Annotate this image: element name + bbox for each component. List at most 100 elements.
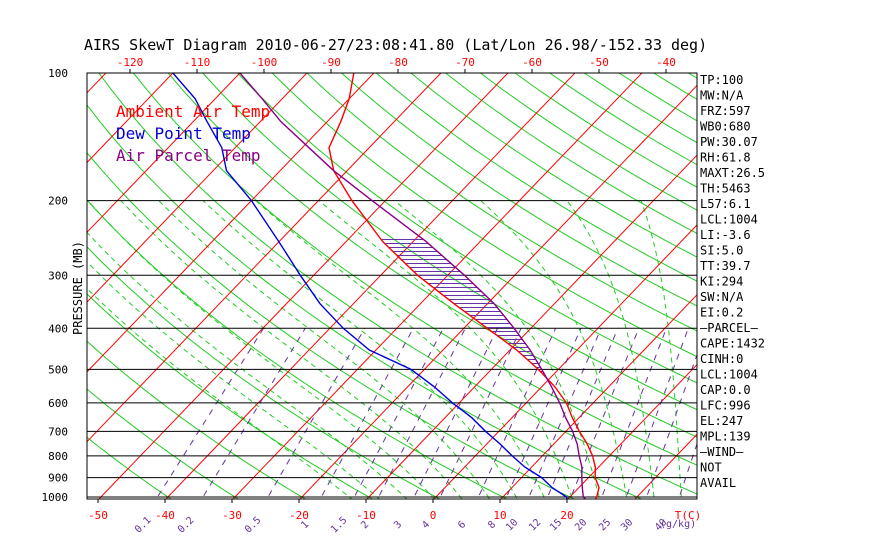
index-entry: CINH:0 [700,352,743,366]
isotherm [232,73,643,499]
mixing-ratio-label: 0.5 [243,515,264,536]
index-entry: TT:39.7 [700,259,751,273]
mixing-ratio-label: 3 [392,519,404,531]
mixing-ratio-label: 1.5 [329,515,350,536]
dry-adiabat [445,73,697,234]
y-axis-label: PRESSURE (MB) [71,241,85,335]
dry-adiabat [375,73,697,282]
dry-adiabat [87,151,576,499]
index-entry: LCL:1004 [700,368,758,382]
index-entry: PW:30.07 [700,135,758,149]
isotherm [87,73,442,443]
mixing-ratio-line [527,328,602,499]
mixing-ratio-line [438,328,522,499]
plot-frame [86,72,698,500]
index-entry: WB0:680 [700,120,751,134]
mixing-ratio-line [319,328,414,499]
top-temp-tick-label: -110 [184,56,211,69]
dry-adiabat [410,73,697,258]
top-temp-tick-label: -70 [455,56,475,69]
isotherm [98,73,509,499]
index-entry: AVAIL [700,476,736,490]
top-temp-tick-label: -50 [589,56,609,69]
index-entry: MAXT:26.5 [700,166,765,180]
dry-adiabat [87,388,240,499]
legend: Ambient Air Temp Dew Point Temp Air Parcel… [116,102,270,165]
series-air-parcel-temp [239,73,587,499]
bottom-temp-tick-label: -50 [88,509,108,522]
index-entry: KI:294 [700,275,743,289]
cape-hatch [381,239,546,377]
bottom-temp-tick-label: -20 [289,509,309,522]
moist-adiabat [87,200,436,499]
mixing-ratio-line [600,328,667,499]
pressure-tick-label: 1000 [42,491,69,504]
isotherm [762,32,870,506]
bottom-temp-tick-label: -30 [222,509,242,522]
index-entry: SI:5.0 [700,244,743,258]
index-entry: EI:0.2 [700,306,743,320]
top-temp-tick-label: -40 [656,56,676,69]
moist-adiabat [255,200,546,499]
mixing-ratio-line [412,328,498,499]
moist-adiabat [640,200,682,499]
isotherm [366,154,697,499]
mixing-ratio-line [266,328,366,499]
moist-adiabat [120,200,463,499]
dry-adiabat [341,73,697,307]
top-temp-tick-label: -90 [321,56,341,69]
pressure-tick-label: 700 [48,425,68,438]
mixing-ratio-label: 0.1 [133,515,154,536]
index-entry: FRZ:597 [700,104,751,118]
index-entry: MPL:139 [700,430,751,444]
index-entry: CAP:0.0 [700,383,751,397]
mixing-ratio-label: 0.2 [176,515,197,536]
moist-adiabat [87,231,408,499]
top-temp-tick-label: -80 [388,56,408,69]
bottom-temp-tick-label: -40 [155,509,175,522]
legend-entry: Dew Point Temp [116,124,251,143]
mixing-ratio-line [476,328,557,499]
isotherm [87,73,241,234]
dry-adiabat [87,436,172,499]
index-entry: EL:247 [700,414,743,428]
moist-adiabat [318,200,573,499]
index-entry: LCL:1004 [700,213,758,227]
index-entry: CAPE:1432 [700,337,765,351]
series-ambient-air-temp [328,73,600,499]
isotherm [0,32,11,506]
pressure-tick-label: 300 [48,269,68,282]
dry-adiabat [167,73,697,438]
dry-adiabat [87,293,374,499]
moist-adiabat [566,200,655,499]
moist-adiabat [87,287,353,499]
index-entry: TP:100 [700,73,743,87]
isotherm [87,73,174,164]
top-temp-tick-label: -120 [117,56,144,69]
bottom-temp-tick-label: 0 [430,509,437,522]
moist-adiabat [394,200,601,499]
bottom-temp-tick-label: 20 [560,509,573,522]
chart-title: AIRS SkewT Diagram 2010-06-27/23:08:41.8… [84,36,707,54]
moist-adiabat [158,200,491,499]
pressure-tick-label: 800 [48,450,68,463]
dry-adiabat [653,73,697,100]
mixing-ratio-line [352,328,444,499]
index-entry: LI:-3.6 [700,228,751,242]
isotherm [500,294,697,499]
index-entry: —PARCEL— [700,321,759,335]
index-entry: RH:61.8 [700,151,751,165]
isotherm [165,73,576,499]
bottom-temp-tick-label: 10 [493,509,506,522]
mixing-ratio-line [645,353,697,499]
pressure-tick-label: 400 [48,322,68,335]
dry-adiabat [480,73,697,211]
isotherm [433,224,697,499]
legend-entry: Ambient Air Temp [116,102,270,121]
pressure-tick-label: 500 [48,363,68,376]
isotherm [567,363,697,499]
mixing-ratio-line [376,328,466,499]
